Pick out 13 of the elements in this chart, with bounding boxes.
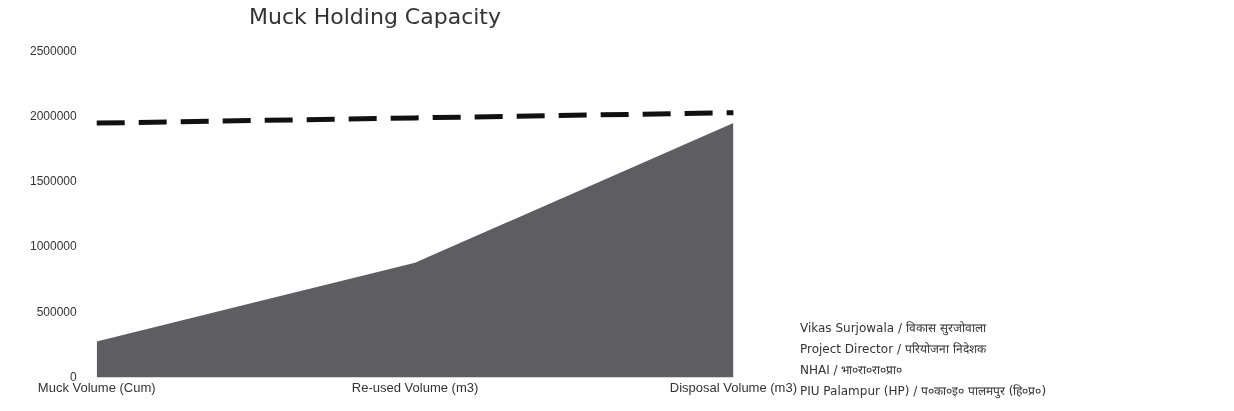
y-tick-label: 2000000 — [30, 108, 78, 123]
chart-title: Muck Holding Capacity — [249, 3, 501, 29]
y-tick-label: 0 — [70, 369, 78, 384]
y-tick-label: 2500000 — [30, 43, 78, 58]
y-tick-label: 500000 — [36, 304, 78, 319]
x-tick-label: Disposal Volume (m3) — [669, 379, 797, 395]
x-tick-label: Re-used Volume (m3) — [351, 379, 479, 395]
y-tick-label: 1500000 — [30, 174, 78, 189]
annotation: NHAI / भा०रा०रा०प्रा० — [800, 362, 904, 379]
y-tick-label: 1000000 — [30, 239, 78, 254]
annotation: Vikas Surjowala / विकास सुरजोवाला — [800, 320, 987, 338]
annotation: Project Director / परियोजना निदेशक — [800, 341, 988, 358]
text: PIU Palampur (HP) / प०का०इ० पालमपुर (हि०प्र०) — [800, 383, 1047, 401]
